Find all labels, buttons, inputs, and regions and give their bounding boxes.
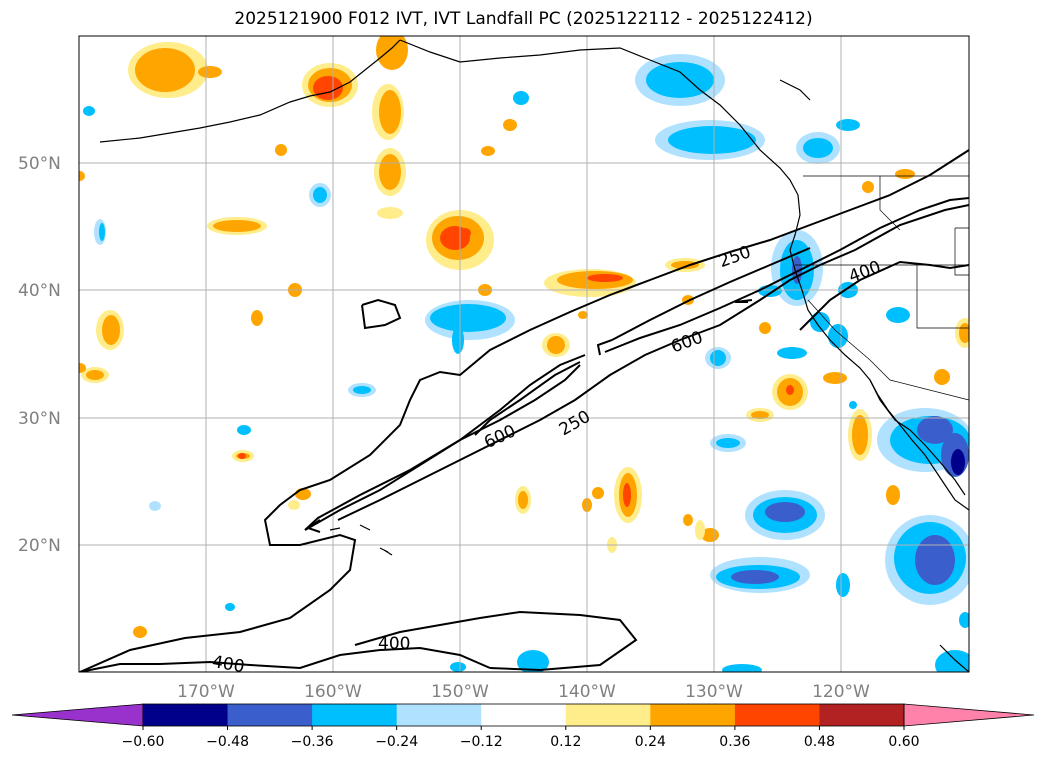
colorbar-segment — [481, 704, 567, 726]
lon-label: 120°W — [812, 682, 870, 702]
colorbar-extend-max — [903, 703, 1035, 727]
colorbar-tick-label: −0.48 — [206, 734, 249, 750]
contour-label: 400 — [211, 652, 246, 677]
lon-label: 170°W — [177, 682, 235, 702]
colorbar-segment — [143, 704, 229, 726]
colorbar-tick-label: −0.24 — [375, 734, 418, 750]
lon-label: 160°W — [304, 682, 362, 702]
lat-label: 20°N — [18, 536, 61, 556]
colorbar-segment — [819, 704, 905, 726]
positive-pc-shading — [79, 36, 969, 638]
colorbar-segment — [312, 704, 398, 726]
colorbar-segment — [396, 704, 482, 726]
colorbar: −0.60 −0.48 −0.36 −0.24 −0.12 0.12 0.24 0.36 0.4… — [11, 703, 1035, 750]
negative-pc-shading — [83, 54, 969, 672]
contour-label: 400 — [378, 634, 410, 654]
colorbar-tick-label: 0.12 — [550, 734, 581, 750]
colorbar-tick-label: 0.48 — [804, 734, 835, 750]
lon-label: 150°W — [431, 682, 489, 702]
lat-label: 40°N — [18, 281, 61, 301]
map-title: 2025121900 F012 IVT, IVT Landfall PC (20… — [234, 9, 813, 29]
colorbar-extend-min — [11, 703, 144, 727]
colorbar-segment — [734, 704, 820, 726]
lon-label: 140°W — [558, 682, 616, 702]
coastlines — [99, 39, 969, 672]
latitude-labels: 50°N 40°N 30°N 20°N — [18, 154, 61, 556]
borders — [795, 175, 969, 401]
colorbar-tick-label: 0.24 — [635, 734, 666, 750]
colorbar-segment — [565, 704, 651, 726]
colorbar-tick-label: −0.12 — [460, 734, 503, 750]
lat-label: 30°N — [18, 409, 61, 429]
lat-label: 50°N — [18, 154, 61, 174]
longitude-labels: 170°W 160°W 150°W 140°W 130°W 120°W — [177, 682, 870, 702]
lon-label: 130°W — [685, 682, 743, 702]
colorbar-segment — [227, 704, 313, 726]
colorbar-tick-label: 0.60 — [888, 734, 919, 750]
colorbar-tick-label: −0.60 — [122, 734, 165, 750]
ivt-contours — [79, 149, 969, 672]
colorbar-segment — [650, 704, 736, 726]
colorbar-border — [142, 703, 905, 727]
map-frame — [78, 35, 970, 673]
map-background — [79, 36, 969, 672]
colorbar-tick-label: 0.36 — [719, 734, 750, 750]
colorbar-tick-label: −0.36 — [291, 734, 334, 750]
graticule — [79, 36, 969, 672]
